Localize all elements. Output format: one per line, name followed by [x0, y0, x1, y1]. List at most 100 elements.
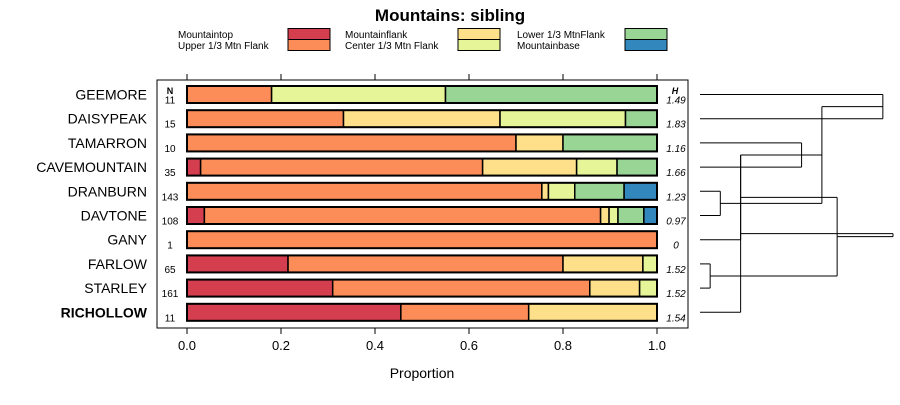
bar-segment: [575, 157, 618, 177]
n-value: 1: [167, 241, 173, 252]
dendrogram: [700, 94, 894, 313]
bar-segment: [617, 206, 645, 225]
bar-segment: [186, 278, 334, 298]
n-value: 35: [164, 168, 176, 179]
row-label: TAMARRON: [68, 135, 147, 151]
bar-segment: [624, 109, 658, 128]
x-tick-label: 0.2: [272, 338, 290, 353]
bar-segment: [481, 157, 578, 177]
bar-segment: [287, 254, 564, 274]
h-value: 1.83: [666, 120, 686, 131]
bar-segment: [400, 303, 530, 322]
n-value: 11: [165, 96, 176, 107]
bar-outline: [186, 133, 658, 153]
legend-label: Upper 1/3 Mtn Flank: [178, 41, 270, 52]
legend-label: Mountainbase: [517, 41, 580, 52]
h-value: 1.23: [666, 192, 686, 203]
bar-segment: [547, 182, 576, 201]
bar-segment: [562, 254, 644, 274]
bar-segment: [515, 133, 564, 153]
row-label: DAISYPEAK: [68, 111, 148, 127]
bar-outline: [186, 157, 658, 177]
legend-swatch: [624, 39, 668, 51]
legend-label: Mountainflank: [345, 30, 408, 41]
bar-outline: [186, 181, 658, 201]
bar-segment: [186, 230, 658, 249]
h-values: 1.49 1.83 1.16 1.66 1.23 0.97 0 1.52 1.52 1.54: [666, 96, 686, 325]
bar-segment: [186, 85, 273, 104]
bar-segment: [599, 206, 610, 225]
row-label: GEEMORE: [75, 87, 147, 103]
legend-label: Mountaintop: [178, 30, 233, 41]
row-label: FARLOW: [88, 256, 148, 272]
bar-segment: [186, 157, 202, 177]
bar-segment: [638, 278, 658, 298]
bar-outline: [186, 230, 658, 250]
bar-segment: [616, 157, 658, 177]
legend-swatch: [457, 39, 501, 51]
bar-segment: [199, 157, 484, 177]
x-axis-label: Proportion: [390, 365, 455, 381]
bar-segment: [186, 109, 345, 128]
x-tick-label: 0.0: [178, 338, 196, 353]
plot-frame: [156, 79, 689, 329]
plot-border: [156, 79, 689, 329]
bar-outline: [186, 302, 658, 322]
h-value: 1.54: [666, 313, 686, 324]
n-values: 11 15 10 35 143 108 1 65 161 11: [162, 96, 179, 325]
bar-segment: [642, 254, 658, 274]
bar-segment: [574, 182, 625, 201]
legend-swatch: [287, 28, 331, 40]
x-tick-label: 0.8: [554, 338, 572, 353]
bar-outline: [186, 278, 658, 298]
bar-segment: [623, 182, 658, 201]
n-column-header: N: [167, 86, 174, 96]
bar-segment: [643, 206, 658, 225]
h-value: 0: [673, 241, 679, 252]
bar-segment: [589, 278, 641, 298]
row-label: STARLEY: [84, 280, 147, 296]
n-value: 161: [162, 289, 179, 300]
bar-segment: [527, 303, 658, 322]
legend-label: Lower 1/3 MtnFlank: [517, 30, 606, 41]
row-label: RICHOLLOW: [61, 304, 148, 320]
bar-segment: [342, 109, 501, 128]
n-value: 10: [164, 144, 176, 155]
h-column-header: H: [672, 86, 679, 96]
row-label: DRANBURN: [68, 183, 147, 199]
bar-segment: [562, 133, 658, 153]
bars: [186, 85, 658, 322]
bar-segment: [186, 254, 289, 274]
bar-segment: [186, 206, 206, 225]
h-value: 0.97: [666, 217, 686, 228]
legend-swatch: [624, 28, 668, 40]
bar-outline: [186, 254, 658, 274]
bar-segment: [270, 85, 447, 104]
legend-swatch: [457, 28, 501, 40]
bar-segment: [186, 133, 517, 153]
row-label: GANY: [107, 232, 147, 248]
bar-segment: [444, 85, 658, 104]
bar-outline: [186, 206, 658, 225]
x-tick-label: 0.4: [366, 338, 384, 353]
bar-segment: [608, 206, 619, 225]
h-value: 1.49: [666, 96, 686, 107]
bar-segment: [499, 109, 627, 128]
h-value: 1.52: [666, 265, 686, 276]
n-value: 108: [162, 217, 179, 228]
bar-segment: [203, 206, 602, 225]
row-labels: GEEMORE DAISYPEAK TAMARRON CAVEMOUNTAIN DRAN…: [36, 87, 147, 321]
legend-label: Center 1/3 Mtn Flank: [345, 41, 439, 52]
bar-outline: [186, 85, 658, 104]
n-value: 65: [164, 265, 176, 276]
n-value: 143: [162, 192, 179, 203]
chart-title: Mountains: sibling: [375, 6, 525, 25]
x-tick-label: 1.0: [648, 338, 666, 353]
bar-segment: [541, 182, 550, 201]
legend-swatch: [287, 39, 331, 51]
bar-segment: [186, 303, 402, 322]
bar-segment: [186, 182, 543, 201]
